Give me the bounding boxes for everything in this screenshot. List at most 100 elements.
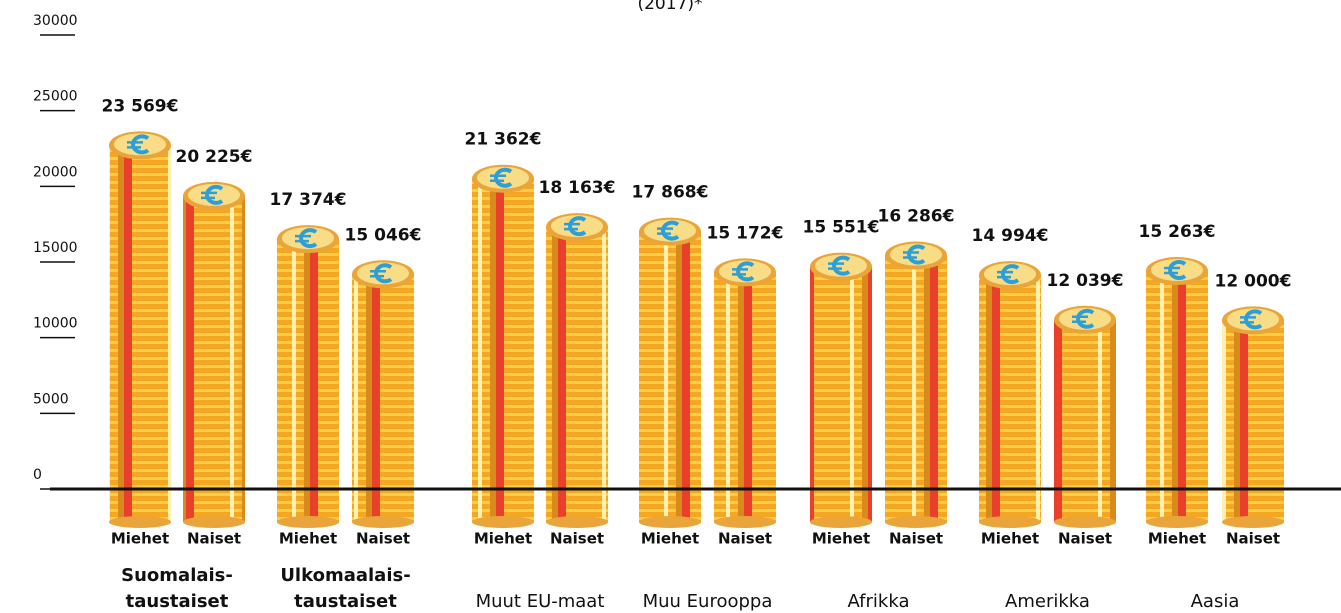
coin-stack-bottom (472, 516, 534, 528)
y-tick-label: 5000 (33, 391, 69, 407)
euro-icon-bars (1072, 315, 1088, 324)
coin-face (719, 260, 771, 283)
bar (183, 195, 245, 489)
coin-face (815, 254, 867, 277)
series-label: Naiset (1058, 530, 1112, 548)
coin-stack-bottom (109, 516, 171, 528)
coin-face (357, 262, 409, 285)
bar (1146, 271, 1208, 489)
bar (277, 239, 339, 489)
series-label: Naiset (889, 530, 943, 548)
coin-stack-bottom (1222, 516, 1284, 528)
coin-stack-bottom (810, 516, 872, 528)
y-tick-label: 30000 (33, 13, 78, 29)
euro-icon-bars (1240, 316, 1256, 324)
y-tick-label: 10000 (33, 316, 78, 332)
euro-icon-bars (903, 251, 919, 259)
coin-stack-bottom (885, 516, 947, 528)
chart-title: (2017)* (637, 0, 702, 14)
value-label: 16 286€ (878, 207, 955, 227)
value-label: 15 263€ (1139, 222, 1216, 242)
euro-icon (1076, 308, 1095, 329)
euro-icon (131, 134, 150, 155)
category-label: Amerikka (1005, 591, 1090, 612)
euro-icon (907, 244, 926, 265)
euro-icon-bars (127, 141, 143, 149)
series-label: Miehet (474, 530, 532, 548)
value-label: 18 163€ (539, 178, 616, 198)
value-label: 17 374€ (270, 190, 347, 210)
series-label: Miehet (981, 530, 1039, 548)
coin-face (890, 243, 942, 266)
bars (109, 131, 1284, 528)
series-label: Naiset (718, 530, 772, 548)
value-label: 20 225€ (176, 147, 253, 167)
coin-stack-bottom (639, 516, 701, 528)
euro-icon-bars (370, 270, 386, 278)
value-label: 15 046€ (345, 225, 422, 245)
y-tick-label: 25000 (33, 89, 78, 105)
coin-face (984, 263, 1036, 286)
coin-stack-bottom (352, 516, 414, 528)
euro-icon (1168, 260, 1187, 280)
bar (810, 266, 872, 489)
bar (639, 231, 701, 489)
euro-icon-bars (295, 234, 311, 243)
euro-icon-bars (657, 227, 673, 235)
euro-icon (299, 228, 318, 249)
bar (352, 274, 414, 489)
series-label: Naiset (550, 530, 604, 548)
category-label: Suomalais- taustaiset (121, 565, 233, 612)
coin-stack-bottom (277, 516, 339, 528)
euro-icon (205, 184, 224, 205)
euro-icon (494, 167, 513, 188)
value-label: 17 868€ (632, 183, 709, 203)
coin-face (644, 219, 696, 242)
series-label: Miehet (111, 530, 169, 548)
bar (714, 272, 776, 489)
y-tick-label: 20000 (33, 164, 78, 180)
euro-icon-bars (1164, 266, 1180, 275)
euro-icon (568, 216, 587, 237)
euro-icon-bars (828, 262, 844, 270)
bar (546, 227, 608, 489)
category-label: Ulkomaalais- taustaiset (280, 565, 411, 612)
euro-icon (1001, 264, 1020, 285)
euro-icon-bars (732, 268, 748, 276)
euro-icon-bars (201, 191, 217, 200)
coin-face (1059, 307, 1111, 330)
coin-face (477, 166, 529, 189)
coin-stack-bottom (546, 516, 608, 528)
euro-icon-bars (490, 174, 506, 182)
euro-icon (832, 255, 851, 276)
category-label: Aasia (1190, 591, 1240, 612)
value-label: 14 994€ (972, 226, 1049, 246)
category-label: Afrikka (847, 591, 910, 612)
bar (472, 178, 534, 489)
coin-face (551, 215, 603, 238)
value-label: 12 039€ (1047, 271, 1124, 291)
series-label: Miehet (812, 530, 870, 548)
value-label: 12 000€ (1215, 271, 1292, 291)
bar (979, 275, 1041, 489)
value-label: 15 172€ (707, 223, 784, 243)
coin-stack-bottom (979, 516, 1041, 528)
series-label: Miehet (641, 530, 699, 548)
coin-face (1227, 308, 1279, 331)
coin-face (282, 227, 334, 250)
euro-icon (374, 263, 393, 284)
series-label: Naiset (356, 530, 410, 548)
bar (109, 145, 171, 490)
coin-face (188, 183, 240, 206)
bar (885, 255, 947, 489)
value-label: 15 551€ (803, 218, 880, 238)
coin-stack-bottom (1146, 516, 1208, 528)
euro-icon (736, 261, 755, 282)
coin-stack-bottom (714, 516, 776, 528)
coin-face (114, 133, 166, 156)
euro-icon-bars (564, 222, 580, 231)
bar (1054, 319, 1116, 489)
y-tick-label: 0 (33, 467, 42, 483)
